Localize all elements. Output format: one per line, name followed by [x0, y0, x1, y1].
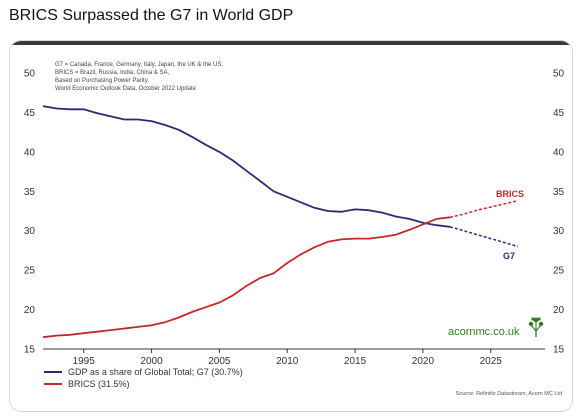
series-line-brics — [42, 216, 451, 339]
y-tick-label-left: 30 — [24, 226, 36, 237]
chart-note-2: BRICS = Brazil, Russia, India, China & S… — [55, 70, 170, 76]
chart-note-1: G7 = Canada, France, Germany, Italy, Jap… — [55, 62, 223, 68]
chart-series — [42, 105, 519, 339]
branding: acornmc.co.uk — [448, 317, 544, 338]
legend-label-g7: GDP as a share of Global Total; G7 (30.7… — [68, 367, 243, 377]
y-tick-label-right: 20 — [553, 305, 565, 316]
legend-label-brics: BRICS (31.5%) — [68, 379, 130, 389]
x-tick-label: 2020 — [412, 356, 435, 367]
y-tick-label-right: 35 — [553, 187, 565, 198]
x-tick-label: 2010 — [276, 356, 299, 367]
chart-legend: GDP as a share of Global Total; G7 (30.7… — [44, 367, 243, 389]
y-tick-label-right: 30 — [553, 226, 565, 237]
card-top-border — [10, 41, 572, 45]
brics-end-label: BRICS — [496, 189, 524, 199]
chart-note-3: Based on Purchasing Power Parity, — [55, 78, 149, 84]
series-forecast-g7 — [449, 226, 519, 248]
series-forecast-brics — [449, 199, 519, 219]
tree-icon — [528, 317, 544, 337]
x-tick-label: 2000 — [140, 356, 163, 367]
chart-note-4: World Economic Outlook Data, October 202… — [55, 86, 197, 92]
y-tick-label-right: 45 — [553, 108, 565, 119]
y-tick-label-left: 20 — [24, 305, 36, 316]
chart-image-card[interactable]: 15 15 20 20 25 25 30 30 35 35 40 40 45 45 50 50 1995 2000… — [9, 40, 573, 412]
branding-text: acornmc.co.uk — [448, 326, 520, 338]
x-tick-label: 2005 — [208, 356, 231, 367]
g7-end-label: G7 — [503, 251, 515, 261]
source-note: Source: Refinitiv Datastream, Acorn MC L… — [456, 391, 562, 397]
y-tick-label-left: 50 — [24, 69, 36, 80]
y-tick-label-left: 45 — [24, 108, 36, 119]
x-tick-label: 1995 — [73, 356, 96, 367]
y-tick-label-right: 15 — [553, 345, 565, 356]
series-line-g7 — [42, 105, 451, 228]
y-tick-label-left: 15 — [24, 345, 36, 356]
y-tick-label-right: 40 — [553, 147, 565, 158]
chart-background — [10, 45, 572, 411]
y-tick-label-left: 40 — [24, 147, 36, 158]
x-tick-label: 2015 — [344, 356, 367, 367]
y-tick-label-left: 35 — [24, 187, 36, 198]
y-tick-label-left: 25 — [24, 266, 36, 277]
y-tick-label-right: 25 — [553, 266, 565, 277]
post-title: BRICS Surpassed the G7 in World GDP — [9, 7, 294, 24]
x-tick-label: 2025 — [480, 356, 503, 367]
chart-notes: G7 = Canada, France, Germany, Italy, Jap… — [55, 62, 223, 92]
y-tick-label-right: 50 — [553, 69, 565, 80]
